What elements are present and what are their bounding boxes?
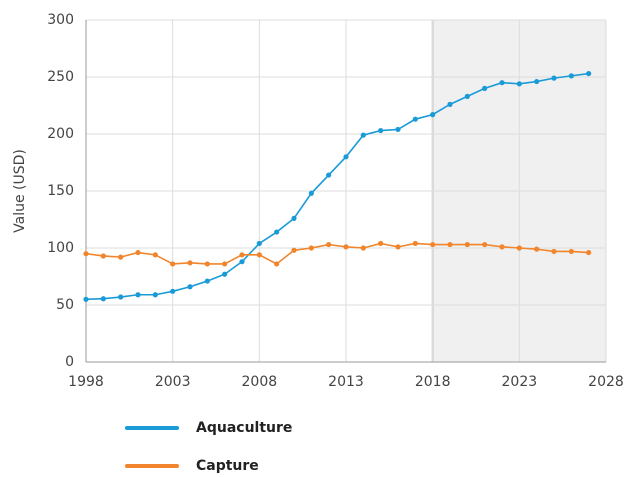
y-tick-label: 200 <box>47 126 74 142</box>
data-point <box>412 116 418 122</box>
data-point <box>152 252 158 258</box>
data-point <box>118 294 124 300</box>
x-tick-label: 2013 <box>328 374 364 390</box>
data-point <box>100 253 106 259</box>
data-point <box>378 127 384 134</box>
y-tick-label: 0 <box>65 354 74 370</box>
data-point <box>447 101 453 107</box>
data-point <box>430 112 436 118</box>
y-tick-label: 150 <box>47 183 74 199</box>
data-point <box>222 261 228 267</box>
data-point <box>274 261 280 267</box>
data-point <box>499 244 505 250</box>
y-tick-label: 100 <box>47 240 74 256</box>
data-point <box>239 252 245 258</box>
data-point <box>516 245 522 251</box>
data-point <box>187 284 193 290</box>
data-point <box>395 126 401 133</box>
data-point <box>83 296 89 302</box>
data-point <box>100 296 106 302</box>
data-point <box>291 247 297 253</box>
data-point <box>291 215 297 221</box>
y-tick-label: 50 <box>56 297 74 313</box>
data-point <box>274 229 280 235</box>
data-point <box>551 248 557 255</box>
data-point <box>204 261 210 267</box>
data-point <box>170 288 176 294</box>
data-point <box>343 154 349 160</box>
legend-label: Aquaculture <box>196 420 292 436</box>
data-point <box>135 249 141 256</box>
data-point <box>464 93 470 99</box>
data-point <box>256 252 262 258</box>
data-point <box>482 241 488 248</box>
data-point <box>326 241 332 248</box>
x-tick-label: 2018 <box>415 374 451 390</box>
data-point <box>551 75 557 81</box>
data-point <box>534 78 540 85</box>
data-point <box>412 240 418 247</box>
data-point <box>360 245 366 251</box>
data-point <box>170 261 176 267</box>
data-point <box>447 241 453 248</box>
data-point <box>430 241 436 248</box>
x-tick-label: 2023 <box>502 374 538 390</box>
data-point <box>464 241 470 248</box>
data-point <box>568 248 574 255</box>
legend-label: Capture <box>196 458 259 474</box>
data-point <box>586 70 592 77</box>
data-point <box>343 244 349 250</box>
data-point <box>534 246 540 252</box>
data-point <box>482 85 488 91</box>
data-point <box>152 292 158 298</box>
data-point <box>83 251 89 257</box>
data-point <box>568 73 574 79</box>
data-point <box>135 292 141 298</box>
data-point <box>499 80 505 86</box>
legend: Aquaculture Capture <box>125 420 292 474</box>
data-point <box>204 278 210 284</box>
x-tick-label: 2003 <box>155 374 191 390</box>
data-point <box>187 260 193 266</box>
data-point <box>308 245 314 251</box>
data-point <box>239 259 245 265</box>
data-point <box>378 240 384 247</box>
data-point <box>222 271 228 277</box>
x-tick-label: 2008 <box>242 374 278 390</box>
y-tick-label: 300 <box>47 12 74 28</box>
x-tick-label: 2028 <box>588 374 624 390</box>
data-point <box>256 240 262 247</box>
data-point <box>395 244 401 250</box>
series-line <box>85 72 589 301</box>
data-point <box>360 132 366 138</box>
data-point <box>516 81 522 87</box>
data-point <box>308 190 314 196</box>
data-point <box>326 172 332 178</box>
y-tick-label: 250 <box>47 69 74 85</box>
data-point <box>586 249 592 256</box>
data-point <box>118 254 124 260</box>
x-tick-label: 1998 <box>68 374 104 390</box>
y-axis-label: Value (USD) <box>12 149 28 233</box>
series-line <box>85 242 589 265</box>
